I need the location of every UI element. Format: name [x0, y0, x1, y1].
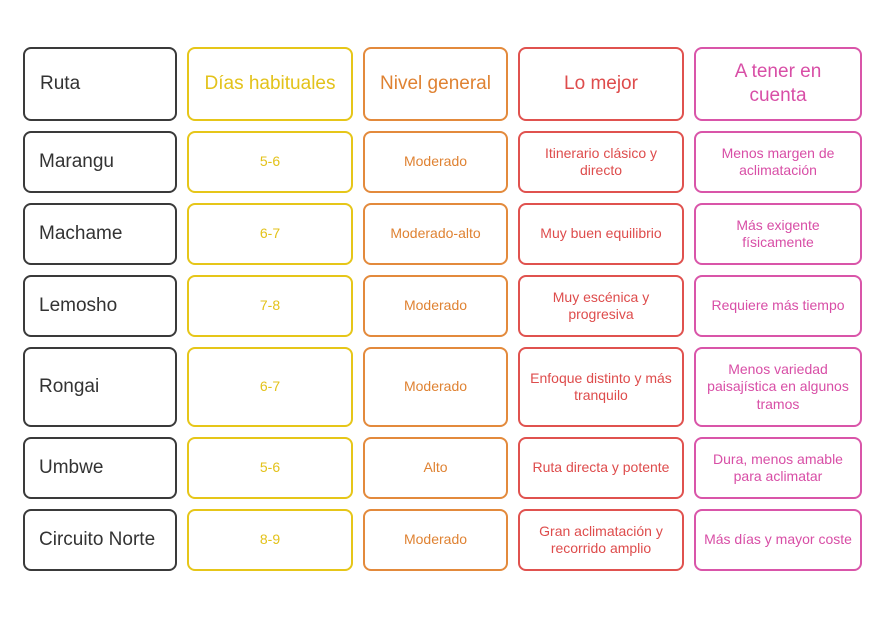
best-cell: Muy buen equilibrio	[518, 203, 684, 265]
route-name-cell: Lemosho	[23, 275, 177, 337]
level-cell: Moderado	[363, 509, 508, 571]
note-cell: Más días y mayor coste	[694, 509, 862, 571]
level-value: Moderado-alto	[390, 225, 481, 242]
header-mejor: Lo mejor	[518, 47, 684, 121]
route-name: Circuito Norte	[39, 529, 156, 551]
level-cell: Moderado	[363, 131, 508, 193]
best-value: Ruta directa y potente	[532, 459, 670, 476]
header-ruta-label: Ruta	[40, 73, 81, 95]
days-cell: 5-6	[187, 131, 353, 193]
days-value: 6-7	[259, 378, 281, 395]
best-cell: Gran aclimatación y recorrido amplio	[518, 509, 684, 571]
header-nivel-label: Nivel general	[380, 73, 491, 95]
level-value: Moderado	[403, 378, 468, 395]
note-cell: Dura, menos amable para aclimatar	[694, 437, 862, 499]
level-cell: Moderado	[363, 347, 508, 427]
route-name-cell: Umbwe	[23, 437, 177, 499]
note-value: Dura, menos amable para aclimatar	[713, 450, 843, 485]
route-name: Rongai	[39, 376, 100, 398]
best-cell: Muy escénica y progresiva	[518, 275, 684, 337]
level-value: Moderado	[403, 153, 468, 170]
best-cell: Enfoque distinto y más tranquilo	[518, 347, 684, 427]
level-value: Moderado	[403, 531, 468, 548]
header-dias-label: Días habituales	[204, 73, 336, 95]
note-cell: Más exigente físicamente	[694, 203, 862, 265]
header-nivel: Nivel general	[363, 47, 508, 121]
best-value: Itinerario clásico y directo	[544, 144, 658, 179]
best-value: Muy buen equilibrio	[540, 225, 662, 242]
route-name: Machame	[39, 223, 123, 245]
note-cell: Requiere más tiempo	[694, 275, 862, 337]
days-value: 6-7	[259, 225, 281, 242]
header-ruta: Ruta	[23, 47, 177, 121]
level-cell: Moderado	[363, 275, 508, 337]
level-value: Alto	[423, 459, 448, 476]
days-value: 8-9	[259, 531, 281, 548]
route-name: Marangu	[39, 151, 114, 173]
best-value: Enfoque distinto y más tranquilo	[530, 369, 672, 404]
note-value: Requiere más tiempo	[711, 297, 845, 314]
days-value: 5-6	[259, 153, 281, 170]
best-value: Muy escénica y progresiva	[552, 288, 650, 323]
level-cell: Moderado-alto	[363, 203, 508, 265]
note-value: Menos margen de aclimatación	[721, 144, 835, 179]
days-cell: 7-8	[187, 275, 353, 337]
days-cell: 5-6	[187, 437, 353, 499]
best-cell: Ruta directa y potente	[518, 437, 684, 499]
days-cell: 6-7	[187, 347, 353, 427]
best-value: Gran aclimatación y recorrido amplio	[539, 522, 663, 557]
route-name-cell: Marangu	[23, 131, 177, 193]
days-value: 7-8	[259, 297, 281, 314]
note-value: Más días y mayor coste	[704, 531, 852, 548]
note-value: Menos variedad paisajística en algunos t…	[707, 360, 849, 412]
note-cell: Menos variedad paisajística en algunos t…	[694, 347, 862, 427]
days-cell: 8-9	[187, 509, 353, 571]
header-cuenta-label: A tener en cuenta	[734, 61, 822, 106]
note-value: Más exigente físicamente	[736, 216, 820, 251]
route-name-cell: Circuito Norte	[23, 509, 177, 571]
route-name-cell: Rongai	[23, 347, 177, 427]
route-name: Lemosho	[39, 295, 118, 317]
level-value: Moderado	[403, 297, 468, 314]
best-cell: Itinerario clásico y directo	[518, 131, 684, 193]
header-mejor-label: Lo mejor	[564, 73, 638, 95]
note-cell: Menos margen de aclimatación	[694, 131, 862, 193]
level-cell: Alto	[363, 437, 508, 499]
route-name: Umbwe	[39, 457, 104, 479]
route-name-cell: Machame	[23, 203, 177, 265]
header-dias: Días habituales	[187, 47, 353, 121]
days-value: 5-6	[259, 459, 281, 476]
header-cuenta: A tener en cuenta	[694, 47, 862, 121]
days-cell: 6-7	[187, 203, 353, 265]
